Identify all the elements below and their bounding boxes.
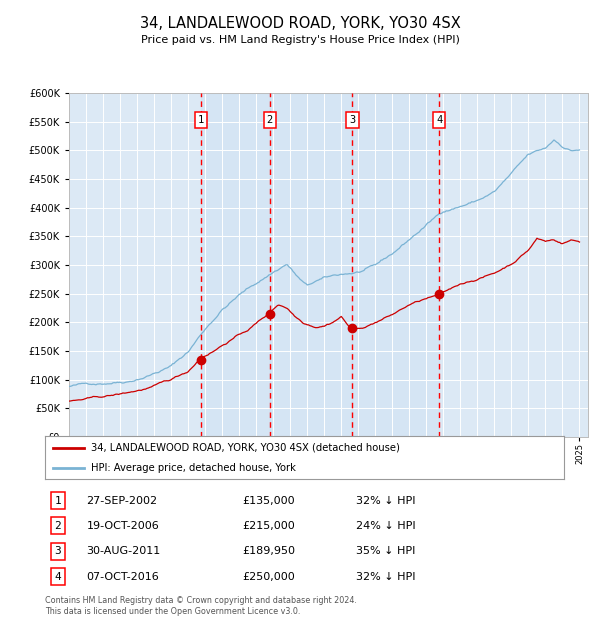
Text: £135,000: £135,000 xyxy=(242,495,295,505)
Text: 3: 3 xyxy=(349,115,356,125)
Text: 35% ↓ HPI: 35% ↓ HPI xyxy=(356,546,416,556)
Text: HPI: Average price, detached house, York: HPI: Average price, detached house, York xyxy=(91,463,296,473)
Text: 3: 3 xyxy=(55,546,61,556)
Text: 1: 1 xyxy=(197,115,204,125)
Text: 30-AUG-2011: 30-AUG-2011 xyxy=(86,546,161,556)
Text: Contains HM Land Registry data © Crown copyright and database right 2024.
This d: Contains HM Land Registry data © Crown c… xyxy=(45,596,357,616)
Text: 24% ↓ HPI: 24% ↓ HPI xyxy=(356,521,416,531)
Text: 19-OCT-2006: 19-OCT-2006 xyxy=(86,521,159,531)
Text: 1: 1 xyxy=(55,495,61,505)
Text: 07-OCT-2016: 07-OCT-2016 xyxy=(86,572,159,582)
Text: Price paid vs. HM Land Registry's House Price Index (HPI): Price paid vs. HM Land Registry's House … xyxy=(140,35,460,45)
Text: 2: 2 xyxy=(55,521,61,531)
Text: 4: 4 xyxy=(436,115,443,125)
Text: 4: 4 xyxy=(55,572,61,582)
Text: 2: 2 xyxy=(266,115,273,125)
Text: 34, LANDALEWOOD ROAD, YORK, YO30 4SX: 34, LANDALEWOOD ROAD, YORK, YO30 4SX xyxy=(140,16,460,31)
Text: 32% ↓ HPI: 32% ↓ HPI xyxy=(356,572,416,582)
Text: £189,950: £189,950 xyxy=(242,546,295,556)
Bar xyxy=(201,93,270,437)
Text: £215,000: £215,000 xyxy=(242,521,295,531)
Text: 34, LANDALEWOOD ROAD, YORK, YO30 4SX (detached house): 34, LANDALEWOOD ROAD, YORK, YO30 4SX (de… xyxy=(91,443,400,453)
Text: 27-SEP-2002: 27-SEP-2002 xyxy=(86,495,158,505)
Text: 32% ↓ HPI: 32% ↓ HPI xyxy=(356,495,416,505)
Bar xyxy=(270,93,352,437)
Text: £250,000: £250,000 xyxy=(242,572,295,582)
Bar xyxy=(352,93,439,437)
